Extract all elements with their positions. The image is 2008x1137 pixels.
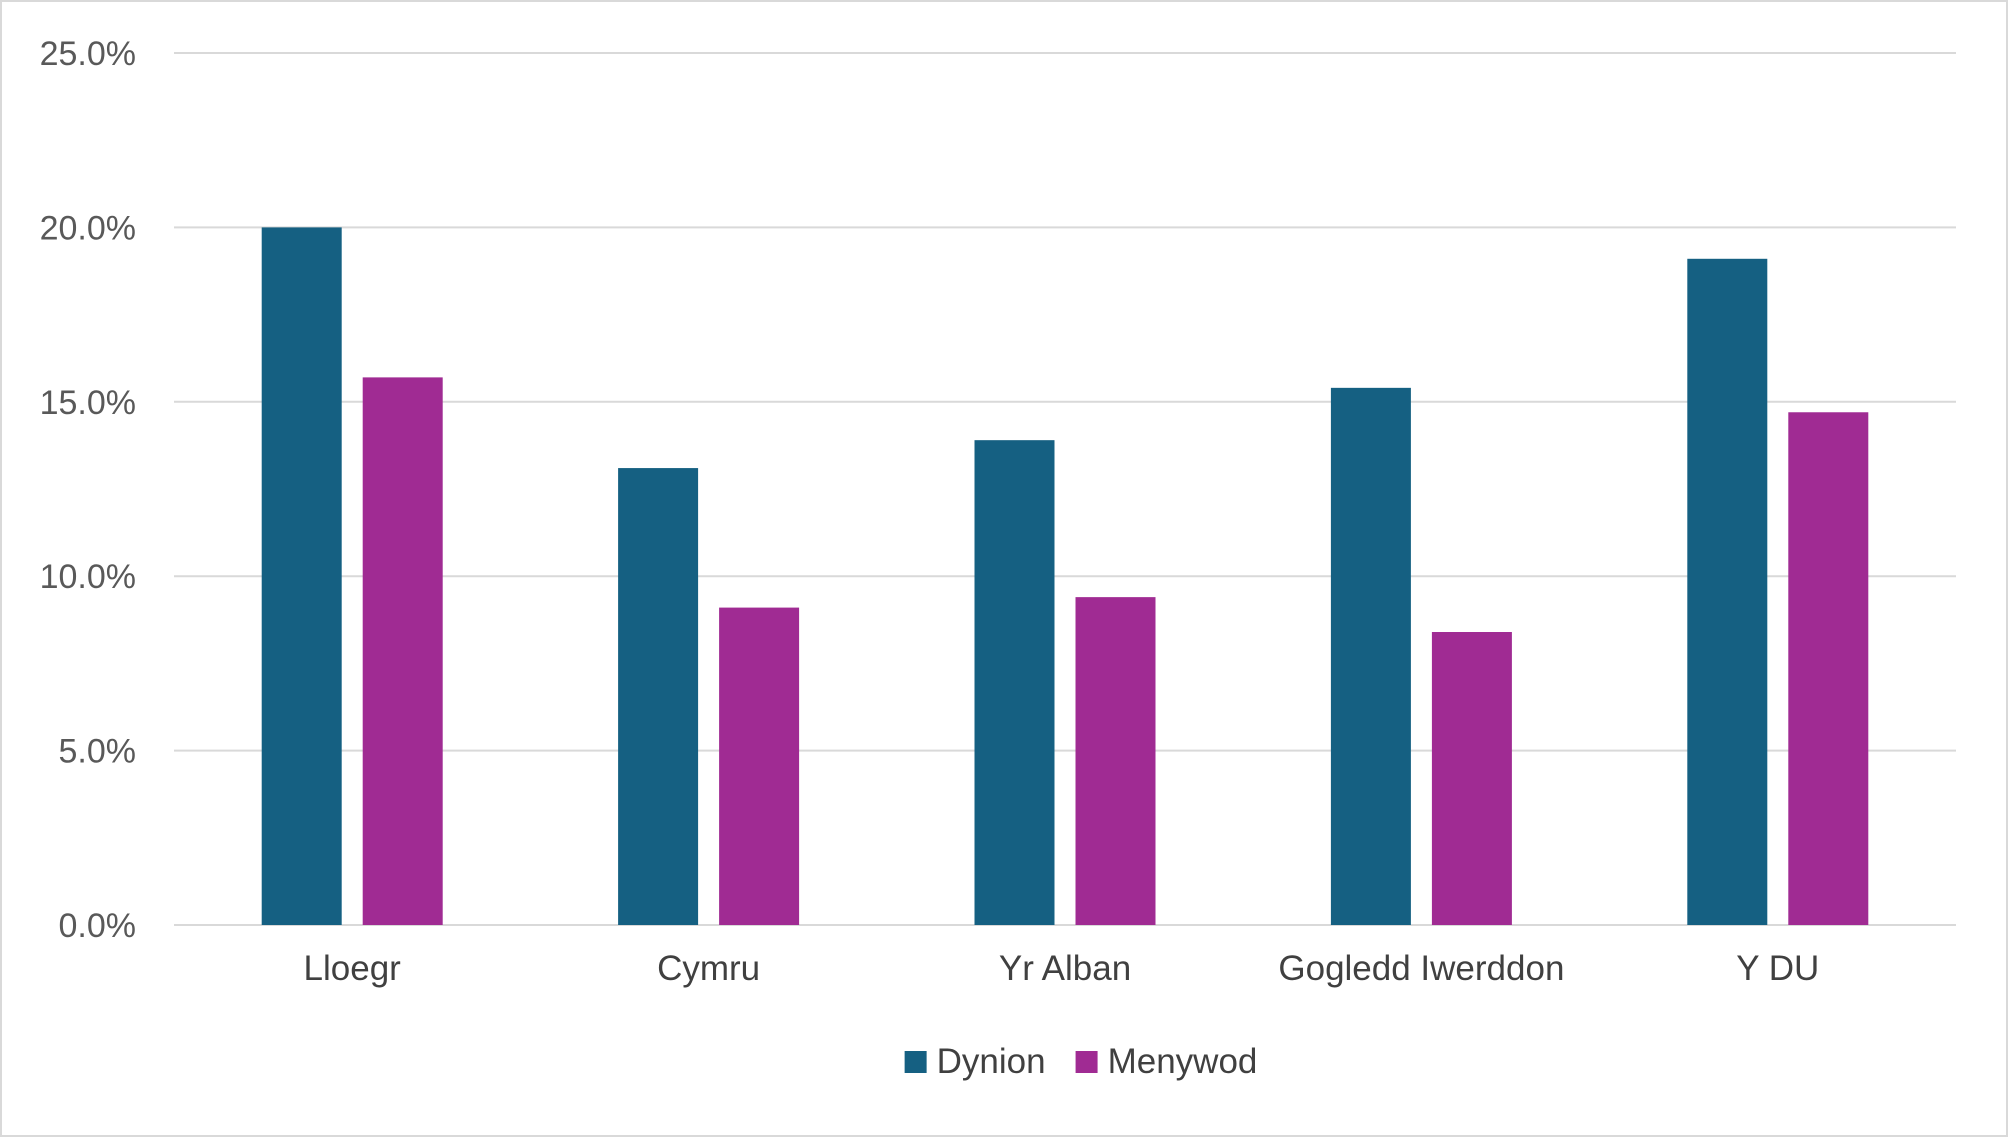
bar-menywod-1 (719, 607, 800, 925)
bar-dynion-4 (1687, 258, 1768, 925)
y-axis-tick-labels: 0.0% 5.0% 10.0% 15.0% 20.0% 25.0% (40, 35, 136, 945)
y-tick-label: 20.0% (40, 209, 136, 247)
legend-item-dynion: Dynion (904, 1042, 1046, 1081)
legend-label: Dynion (937, 1042, 1046, 1081)
bar-menywod-4 (1788, 412, 1869, 925)
legend-label: Menywod (1108, 1042, 1258, 1081)
y-tick-label: 5.0% (59, 733, 137, 771)
bar-dynion-3 (1330, 387, 1411, 925)
bar-dynion-0 (261, 227, 342, 925)
legend-swatch (1075, 1051, 1098, 1073)
x-category-label: Cymru (657, 949, 760, 988)
x-axis-category-labels: Lloegr Cymru Yr Alban Gogledd Iwerddon Y DU (304, 949, 1820, 988)
bars (261, 227, 1869, 925)
bar-menywod-0 (362, 377, 443, 925)
y-tick-label: 25.0% (40, 35, 136, 73)
x-category-label: Y DU (1736, 949, 1819, 988)
x-category-label: Gogledd Iwerddon (1278, 949, 1564, 988)
y-tick-label: 10.0% (40, 558, 136, 596)
bar-menywod-2 (1075, 597, 1156, 925)
bar-dynion-2 (974, 440, 1055, 925)
bar-menywod-3 (1431, 632, 1512, 925)
gridlines (174, 52, 1956, 926)
y-tick-label: 15.0% (40, 384, 136, 422)
x-category-label: Lloegr (304, 949, 402, 988)
legend-item-menywod: Menywod (1075, 1042, 1258, 1081)
legend-swatch (904, 1051, 927, 1073)
x-category-label: Yr Alban (999, 949, 1131, 988)
legend: Dynion Menywod (904, 1042, 1258, 1081)
y-tick-label: 0.0% (59, 907, 137, 945)
bar-dynion-1 (618, 468, 699, 925)
